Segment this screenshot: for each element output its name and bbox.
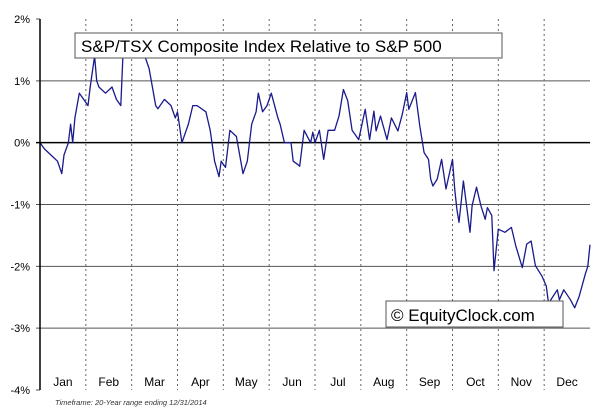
x-tick-label: Jan (53, 375, 72, 389)
series-line (39, 49, 591, 309)
grid (36, 18, 590, 391)
y-tick-label: 1% (14, 76, 30, 88)
watermark: © EquityClock.com (391, 306, 535, 325)
y-tick-label: -1% (10, 200, 30, 212)
x-tick-label: Jun (282, 375, 301, 389)
y-tick-label: -4% (10, 385, 30, 397)
footnote: Timeframe: 20-Year range ending 12/31/20… (55, 398, 207, 407)
y-tick-label: -2% (10, 261, 30, 273)
x-tick-label: Aug (373, 375, 394, 389)
x-tick-label: Dec (556, 375, 577, 389)
y-tick-label: 0% (14, 138, 30, 150)
x-tick-label: Sep (419, 375, 441, 389)
x-tick-label: Mar (144, 375, 165, 389)
y-axis-ticks: 2% 1% 0% -1% -2% -3% -4% (10, 14, 30, 397)
y-tick-label: 2% (14, 14, 30, 26)
x-tick-label: May (235, 375, 258, 389)
chart-title: S&P/TSX Composite Index Relative to S&P … (81, 37, 442, 56)
y-tick-label: -3% (10, 323, 30, 335)
x-tick-label: Jul (330, 375, 345, 389)
title-box: S&P/TSX Composite Index Relative to S&P … (74, 32, 503, 59)
x-tick-label: Apr (191, 375, 210, 389)
x-tick-label: Oct (466, 375, 485, 389)
x-axis-ticks: Jan Feb Mar Apr May Jun Jul Aug Sep Oct Nov Dec (53, 375, 578, 389)
x-tick-label: Feb (98, 375, 119, 389)
x-tick-label: Nov (511, 375, 532, 389)
watermark-box: © EquityClock.com (385, 300, 564, 328)
